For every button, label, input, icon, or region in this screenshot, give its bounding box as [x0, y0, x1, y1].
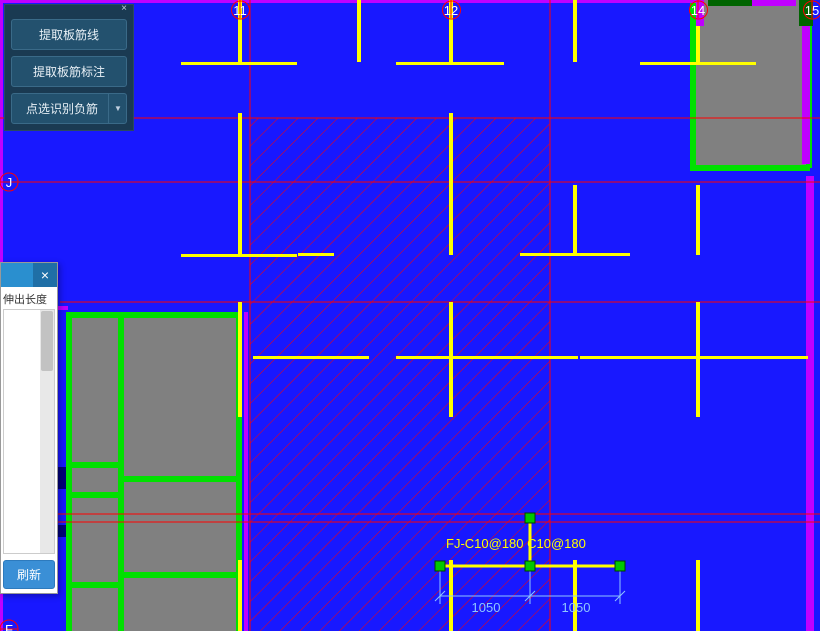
- list-body: [3, 309, 55, 554]
- side-panel: × 伸出长度 刷新: [0, 262, 58, 594]
- close-icon[interactable]: ×: [33, 263, 57, 287]
- extract-slab-rebar-anno-button[interactable]: 提取板筋标注: [11, 56, 127, 87]
- scroll-thumb[interactable]: [41, 311, 53, 371]
- column-header: 伸出长度: [1, 287, 57, 309]
- svg-text:14: 14: [691, 3, 705, 18]
- chevron-down-icon[interactable]: ▼: [108, 94, 127, 123]
- pick-recognize-negrebar-button[interactable]: 点选识别负筋 ▼: [11, 93, 127, 124]
- svg-text:11: 11: [233, 3, 247, 18]
- svg-text:1050: 1050: [472, 600, 501, 615]
- close-icon[interactable]: ×: [121, 3, 127, 14]
- extract-slab-rebar-line-button[interactable]: 提取板筋线: [11, 19, 127, 50]
- svg-text:J: J: [6, 175, 13, 190]
- refresh-button[interactable]: 刷新: [3, 560, 55, 589]
- svg-text:F: F: [5, 622, 13, 631]
- tool-button-panel: × 提取板筋线 提取板筋标注 点选识别负筋 ▼: [4, 4, 134, 131]
- svg-text:12: 12: [444, 3, 458, 18]
- scrollbar[interactable]: [40, 310, 54, 553]
- svg-text:15: 15: [805, 3, 819, 18]
- svg-text:1050: 1050: [562, 600, 591, 615]
- svg-text:FJ-C10@180 C10@180: FJ-C10@180 C10@180: [446, 536, 586, 551]
